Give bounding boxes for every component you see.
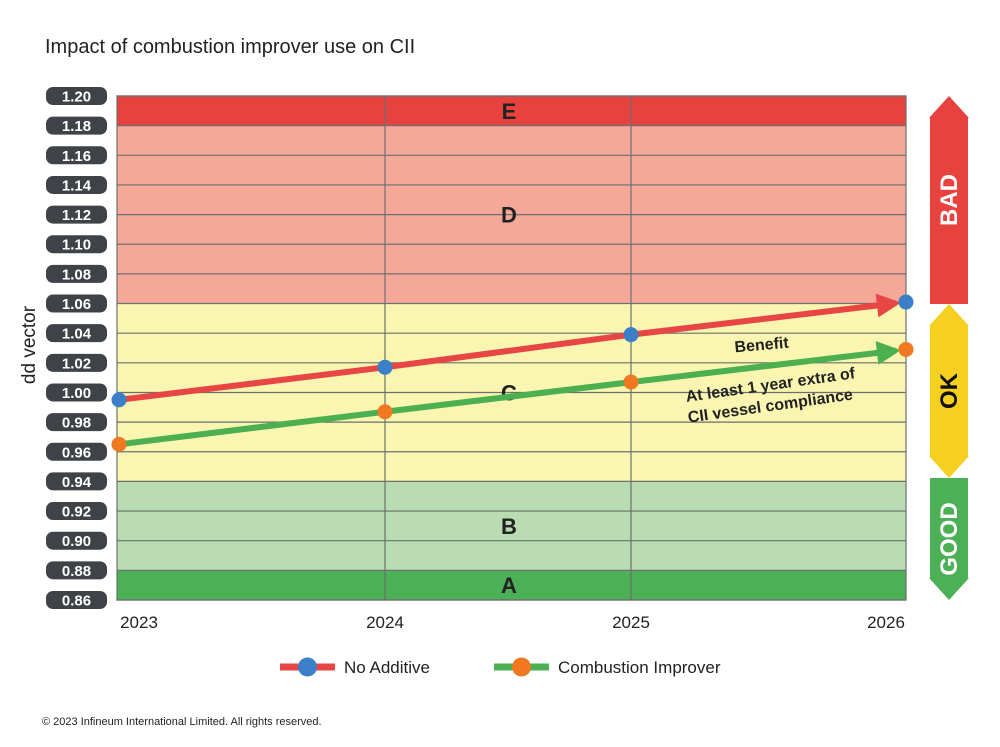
data-point	[377, 404, 393, 420]
y-tick-label: 1.10	[62, 237, 91, 254]
y-tick-box	[46, 87, 107, 105]
y-tick-box	[46, 235, 107, 254]
y-tick-label: 0.90	[62, 533, 91, 550]
data-point	[898, 294, 914, 310]
side-arrow-bad	[929, 96, 969, 304]
y-tick-box	[46, 205, 107, 224]
y-tick-label: 1.14	[62, 177, 92, 194]
y-tick-label: 0.88	[62, 563, 91, 580]
legend-marker-0	[298, 657, 317, 677]
y-tick-box	[46, 383, 107, 402]
y-tick-box	[46, 591, 107, 609]
series-line-0	[118, 293, 901, 403]
y-tick-label: 0.96	[62, 444, 91, 461]
y-tick-label: 0.92	[62, 504, 91, 521]
y-axis-label: dd vector	[19, 305, 40, 384]
y-tick-box	[46, 472, 107, 491]
zone-a	[117, 570, 906, 600]
y-tick-box	[46, 146, 107, 165]
y-tick-label: 1.04	[62, 326, 92, 343]
y-tick-box	[46, 324, 107, 343]
y-tick-label: 1.16	[62, 148, 91, 165]
data-point	[111, 436, 127, 452]
data-point	[623, 374, 639, 390]
y-tick-label: 0.98	[62, 415, 91, 432]
side-arrow-label-ok: OK	[936, 372, 963, 409]
side-arrow-label-bad: BAD	[936, 174, 963, 226]
y-tick-label: 1.18	[62, 118, 91, 135]
y-tick-label: 1.08	[62, 266, 91, 283]
legend-label-0: No Additive	[344, 658, 430, 677]
copyright-notice: © 2023 Infineum International Limited. A…	[42, 716, 322, 728]
data-point	[898, 341, 914, 357]
side-arrow-label-good: GOOD	[936, 502, 963, 575]
zone-e	[117, 96, 906, 126]
y-tick-label: 1.06	[62, 296, 91, 313]
y-tick-box	[46, 294, 107, 313]
y-tick-box	[46, 531, 107, 550]
y-tick-box	[46, 413, 107, 432]
zone-label-b: B	[501, 514, 517, 539]
zone-b	[117, 481, 906, 571]
legend-marker-1	[512, 657, 531, 677]
y-tick-box	[46, 175, 107, 194]
data-point	[377, 359, 393, 375]
y-tick-box	[46, 442, 107, 461]
zone-label-d: D	[501, 203, 517, 228]
zone-label-e: E	[502, 99, 517, 124]
y-tick-label: 1.00	[62, 385, 91, 402]
x-tick-label: 2024	[366, 613, 404, 632]
x-tick-label: 2025	[612, 613, 650, 632]
zone-label-c: C	[501, 380, 517, 405]
side-arrow-good	[929, 478, 969, 600]
zone-label-a: A	[501, 573, 517, 598]
series-line-1	[118, 341, 901, 448]
y-tick-label: 1.02	[62, 355, 91, 372]
x-tick-label: 2023	[120, 613, 158, 632]
y-tick-box	[46, 353, 107, 372]
y-tick-label: 1.20	[62, 89, 91, 106]
y-tick-box	[46, 502, 107, 521]
side-arrow-ok	[929, 304, 969, 478]
chart-title: Impact of combustion improver use on CII	[45, 36, 416, 58]
legend-label-1: Combustion Improver	[558, 658, 721, 677]
y-tick-box	[46, 116, 107, 135]
y-tick-label: 0.94	[62, 474, 92, 491]
data-point	[623, 327, 639, 343]
x-tick-label: 2026	[867, 613, 905, 632]
y-tick-box	[46, 561, 107, 580]
data-point	[111, 392, 127, 408]
y-tick-box	[46, 264, 107, 283]
y-tick-label: 1.12	[62, 207, 91, 224]
y-tick-label: 0.86	[62, 593, 91, 610]
annotation-benefit: Benefit	[734, 335, 790, 357]
